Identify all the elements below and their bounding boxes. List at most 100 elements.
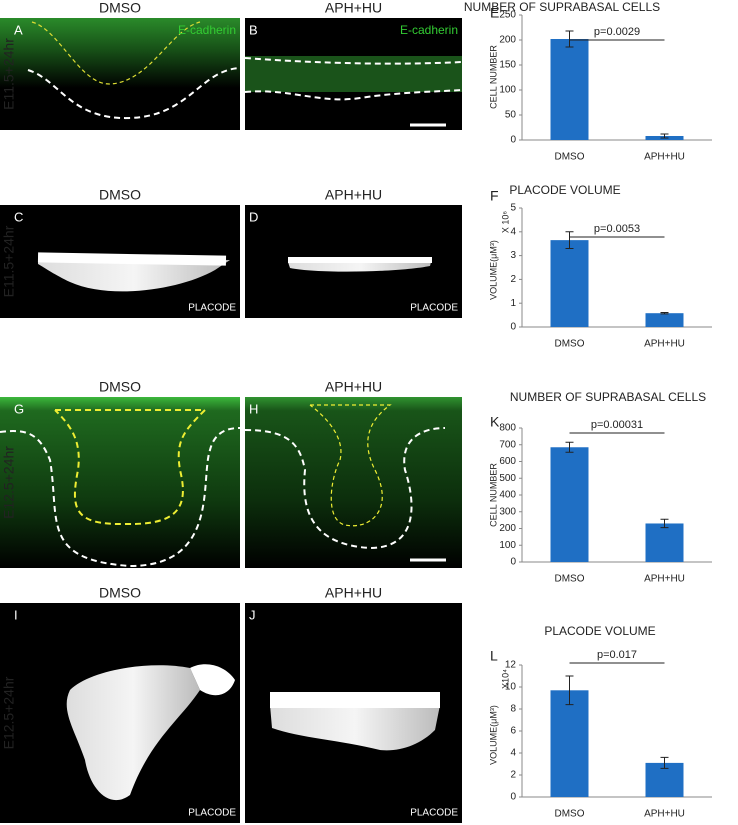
y-tick-label: 500 (499, 473, 516, 484)
bar (550, 690, 589, 797)
row-label: E11.5+24hr (1, 225, 17, 297)
panel-letter: B (249, 22, 258, 37)
panel-letter: F (490, 188, 499, 204)
y-tick-label: 600 (499, 456, 516, 467)
y-tick-label: 0 (510, 322, 516, 333)
y-tick-label: 4 (510, 226, 516, 237)
panel-letter: K (490, 414, 500, 430)
y-tick-label: 400 (499, 490, 516, 501)
image-panel (245, 205, 462, 318)
image-panel (0, 397, 241, 568)
panel-title: APH+HU (325, 187, 382, 203)
x-tick-label: APH+HU (644, 152, 685, 163)
y-tick-label: 700 (499, 439, 516, 450)
image-panel (0, 603, 240, 823)
y-tick-label: 4 (510, 748, 516, 759)
panel-stain: PLACODE (410, 808, 458, 819)
panel-stain: PLACODE (410, 303, 458, 314)
y-tick-label: 250 (499, 10, 516, 21)
panel-title: DMSO (99, 0, 141, 16)
y-axis-label: VOLUME(μM³) (488, 705, 498, 765)
panel-letter: G (14, 401, 24, 416)
error-bar (660, 518, 669, 529)
y-tick-label: 200 (499, 523, 516, 534)
x-tick-label: DMSO (555, 339, 585, 350)
panel-letter: D (249, 209, 258, 224)
x-tick-label: DMSO (555, 809, 585, 820)
y-tick-label: 10 (505, 682, 517, 693)
y-tick-label: 2 (510, 274, 516, 285)
p-value: p=0.017 (597, 649, 637, 661)
panel-title: DMSO (99, 585, 141, 601)
image-panel (0, 205, 240, 318)
y-tick-label: 300 (499, 506, 516, 517)
image-panel (244, 397, 462, 568)
row-label: E11.5+24hr (1, 38, 17, 110)
y-axis-multiplier: X10⁴ (500, 669, 510, 689)
chart-title: NUMBER OF SUPRABASAL CELLS (464, 0, 660, 14)
x-tick-label: APH+HU (644, 809, 685, 820)
panel-letter: H (249, 401, 258, 416)
y-axis-label: VOLUME(μM³) (488, 240, 498, 300)
y-axis-label: CELL NUMBER (488, 45, 498, 109)
error-bar (565, 30, 574, 48)
x-tick-label: APH+HU (644, 574, 685, 585)
y-tick-label: 200 (499, 35, 516, 46)
y-tick-label: 0 (510, 135, 516, 146)
y-tick-label: 0 (510, 792, 516, 803)
y-tick-label: 50 (505, 110, 517, 121)
chart-title: NUMBER OF SUPRABASAL CELLS (510, 390, 706, 404)
y-axis-label: CELL NUMBER (488, 463, 498, 527)
panel-title: APH+HU (325, 585, 382, 601)
p-value: p=0.0029 (594, 26, 640, 38)
y-tick-label: 100 (499, 540, 516, 551)
panel-letter: I (14, 607, 18, 622)
p-value: p=0.00031 (591, 419, 643, 431)
bar (550, 240, 589, 327)
y-tick-label: 8 (510, 704, 516, 715)
panel-letter: E (490, 5, 499, 21)
y-tick-label: 0 (510, 557, 516, 568)
error-bar (565, 231, 574, 249)
panel-letter: J (249, 607, 256, 622)
panel-stain: PLACODE (188, 808, 236, 819)
panel-title: APH+HU (325, 0, 382, 16)
y-tick-label: 3 (510, 250, 516, 261)
panel-letter: A (14, 22, 23, 37)
error-bar (565, 675, 574, 706)
error-bar (660, 311, 669, 315)
panel-title: DMSO (99, 379, 141, 395)
y-axis-multiplier: X 10⁶ (500, 211, 510, 234)
chart-title: PLACODE VOLUME (544, 624, 655, 638)
panel-letter: L (490, 648, 498, 664)
panel-stain: PLACODE (188, 303, 236, 314)
row-label: E12.5+24hr (1, 676, 17, 749)
panel-letter: C (14, 209, 23, 224)
x-tick-label: DMSO (555, 152, 585, 163)
panel-stain: E-cadherin (178, 23, 236, 37)
row-label: E12.5+24hr (1, 446, 17, 519)
bar (550, 447, 589, 562)
y-tick-label: 800 (499, 423, 516, 434)
x-tick-label: DMSO (555, 574, 585, 585)
image-panel (244, 18, 463, 130)
y-tick-label: 2 (510, 770, 516, 781)
y-tick-label: 100 (499, 85, 516, 96)
y-tick-label: 12 (505, 660, 517, 671)
panel-title: DMSO (99, 187, 141, 203)
x-tick-label: APH+HU (644, 339, 685, 350)
image-panel (245, 603, 462, 823)
error-bar (660, 756, 669, 769)
bar (645, 523, 684, 562)
y-tick-label: 6 (510, 726, 516, 737)
image-panel (0, 18, 241, 130)
bar (550, 39, 589, 140)
panel-title: APH+HU (325, 379, 382, 395)
chart-title: PLACODE VOLUME (509, 183, 620, 197)
error-bar (660, 133, 669, 139)
bar (645, 313, 684, 327)
error-bar (565, 441, 574, 453)
p-value: p=0.0053 (594, 223, 640, 235)
y-tick-label: 1 (510, 298, 516, 309)
